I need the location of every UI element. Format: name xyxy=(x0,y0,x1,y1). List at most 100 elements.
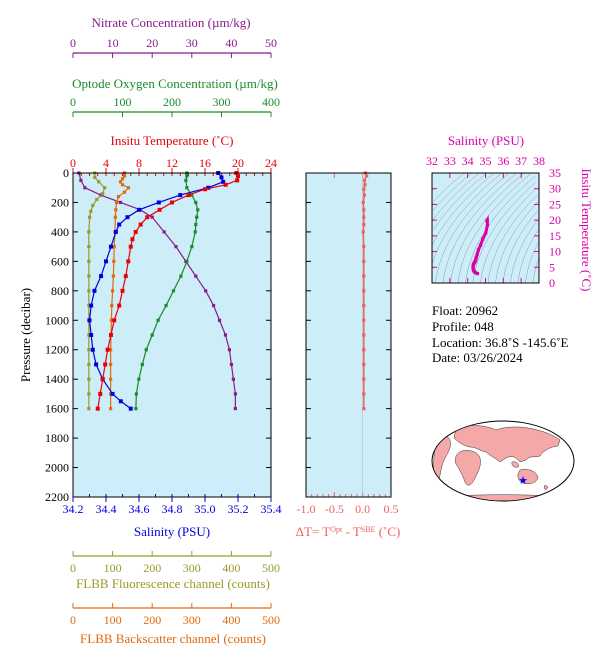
fluorescence-axis: 0 100 200 300 400 500 xyxy=(70,551,280,575)
backscatter-point xyxy=(109,348,113,352)
nitrate-tick-label: 50 xyxy=(265,36,277,50)
salinity-point xyxy=(117,222,122,227)
dt-point xyxy=(361,230,365,234)
dt-point xyxy=(362,187,366,191)
salinity-tick-label: 35.0 xyxy=(195,502,216,516)
salinity-point xyxy=(219,175,224,180)
backscatter-point xyxy=(120,183,125,187)
fluorescence-point xyxy=(87,274,91,278)
temperature-point xyxy=(120,288,125,293)
nitrate-point xyxy=(229,362,233,367)
dt-tick-label: -0.5 xyxy=(325,502,344,516)
ts-y-tick-label: 20 xyxy=(549,213,561,227)
fluorescence-point xyxy=(87,392,91,396)
nitrate-point xyxy=(204,289,208,293)
fluorescence-point xyxy=(87,303,91,308)
ts-y-tick-label: 5 xyxy=(549,260,555,274)
fluorescence-point xyxy=(87,407,91,411)
ts-density-contour xyxy=(525,242,539,284)
fluorescence-point xyxy=(93,175,97,180)
salinity-point xyxy=(206,185,211,190)
ts-point xyxy=(478,243,483,247)
ts-point xyxy=(471,265,475,269)
backscatter-point xyxy=(112,259,116,263)
location: Location: 36.8˚S -145.6˚E xyxy=(432,335,569,350)
ts-point xyxy=(485,223,490,227)
temperature-point xyxy=(108,333,113,337)
backscatter-point xyxy=(126,186,131,190)
pressure-tick-label: 1000 xyxy=(45,313,69,327)
date: Date: 03/26/2024 xyxy=(432,350,523,365)
oxygen-point xyxy=(196,208,200,212)
backscatter-point xyxy=(120,177,125,181)
backscatter-point xyxy=(112,245,116,249)
backscatter-axis-label: FLBB Backscatter channel (counts) xyxy=(80,631,266,646)
temperature-tick-label: 12 xyxy=(166,156,178,170)
pressure-tick-label: 1800 xyxy=(45,431,69,445)
salinity-point xyxy=(118,399,123,404)
temperature-point xyxy=(98,391,103,396)
ts-density-contour xyxy=(502,210,538,284)
temperature-point xyxy=(157,207,162,212)
nitrate-tick-label: 40 xyxy=(225,36,237,50)
backscatter-point xyxy=(109,377,113,381)
fluorescence-point xyxy=(87,230,91,234)
temperature-tick-label: 24 xyxy=(265,156,277,170)
fluorescence-point xyxy=(101,192,105,196)
ts-density-contour xyxy=(495,201,539,284)
nitrate-point xyxy=(233,407,237,411)
nitrate-point xyxy=(150,215,154,219)
temperature-point xyxy=(138,222,143,227)
oxygen-point xyxy=(144,348,148,352)
dt-point xyxy=(362,362,366,367)
ts-y-tick-label: 35 xyxy=(549,166,561,180)
dt-point xyxy=(362,333,366,337)
salinity-point xyxy=(89,333,94,337)
fluorescence-tick-label: 500 xyxy=(262,561,280,575)
dt-point xyxy=(362,289,366,293)
ts-y-tick-label: 25 xyxy=(549,197,561,211)
ts-density-contour xyxy=(487,194,538,284)
oxygen-point xyxy=(156,318,160,322)
nitrate-point xyxy=(174,245,178,249)
temperature-point xyxy=(126,259,131,264)
temperature-point xyxy=(236,173,240,178)
nitrate-tick-label: 30 xyxy=(186,36,198,50)
ts-x-tick-label: 35 xyxy=(480,154,492,168)
dt-point xyxy=(362,245,366,249)
backscatter-point xyxy=(114,200,119,205)
ts-y-tick-label: 30 xyxy=(549,182,561,196)
dt-point xyxy=(362,274,366,278)
main-panel-frame xyxy=(72,172,272,498)
pressure-tick-label: 2000 xyxy=(45,461,69,475)
dt-axis-label: ΔT= TOpt - TSBE (˚C) xyxy=(296,524,401,539)
dt-point xyxy=(362,348,366,352)
main-panel-series xyxy=(77,171,240,411)
fluorescence-point xyxy=(87,348,91,352)
ts-x-tick-label: 32 xyxy=(426,154,438,168)
temperature-point xyxy=(133,229,138,234)
salinity-point xyxy=(104,259,108,264)
oxygen-point xyxy=(171,289,176,293)
pressure-tick-label: 200 xyxy=(51,195,69,209)
oxygen-point xyxy=(194,200,198,205)
dt-point xyxy=(362,222,366,227)
dt-tick-label: -1.0 xyxy=(297,502,316,516)
nitrate-axis-label: Nitrate Concentration (µm/kg) xyxy=(91,15,250,30)
oxygen-point xyxy=(184,178,188,182)
ts-density-contour xyxy=(432,172,472,211)
fluorescence-point xyxy=(87,259,91,263)
fluorescence-tick-label: 200 xyxy=(143,561,161,575)
ts-y-tick-label: 10 xyxy=(549,245,561,259)
oxygen-tick-label: 0 xyxy=(70,95,76,109)
salinity-axis: 34.2 34.4 34.6 34.8 35.0 35.2 35.4 xyxy=(63,497,282,516)
map-new-zealand xyxy=(543,484,549,491)
fluorescence-point xyxy=(87,245,91,249)
pressure-tick-label: 1200 xyxy=(45,343,69,357)
temperature-axis-label: Insitu Temperature (˚C) xyxy=(110,133,233,148)
backscatter-point xyxy=(109,318,114,322)
nitrate-point xyxy=(118,200,123,205)
nitrate-axis: 0 10 20 30 40 50 xyxy=(70,36,277,58)
ts-density-contour xyxy=(442,172,517,284)
